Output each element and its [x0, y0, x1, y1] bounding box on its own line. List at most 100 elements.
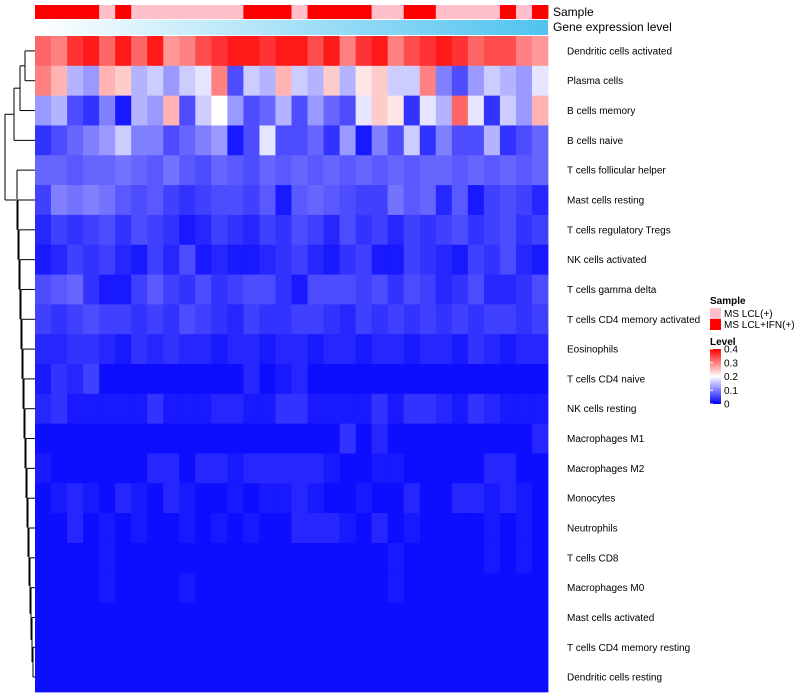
row-label: T cells follicular helper [567, 166, 666, 177]
sample-legend-title: Sample [710, 296, 746, 307]
heatmap-cell [435, 36, 453, 67]
heatmap-cell [291, 274, 308, 305]
heatmap-cell [227, 542, 244, 574]
row-label: Dendritic cells resting [567, 673, 662, 684]
heatmap-cell [147, 274, 164, 305]
heatmap-cell [435, 513, 453, 544]
heatmap-cell [51, 453, 68, 484]
heatmap-cell [83, 662, 100, 693]
heatmap-cell [51, 662, 68, 693]
heatmap-cell [275, 155, 292, 186]
heatmap-cell [451, 364, 469, 395]
heatmap-cell [131, 244, 148, 275]
heatmap-cell [99, 572, 116, 603]
heatmap-cell [307, 662, 324, 693]
heatmap-cell [451, 36, 469, 67]
heatmap-cell [227, 125, 244, 156]
sample-annotation-bar [35, 5, 549, 19]
heatmap-cell [531, 334, 549, 365]
heatmap-cell [99, 155, 116, 186]
heatmap-cell [499, 513, 517, 544]
heatmap-cell [147, 155, 164, 186]
heatmap-cell [227, 423, 244, 454]
heatmap-cell [35, 274, 52, 305]
heatmap-cell [499, 95, 517, 126]
heatmap-cell [83, 393, 100, 425]
heatmap-cell [99, 214, 116, 246]
heatmap-cell [307, 185, 324, 216]
heatmap-cell [227, 513, 244, 544]
heatmap-cell [35, 214, 52, 246]
heatmap-cell [243, 274, 260, 305]
heatmap-cell [67, 453, 84, 484]
heatmap-cell [259, 542, 276, 574]
heatmap-cell [275, 632, 292, 663]
heatmap-cell [483, 662, 501, 693]
heatmap-cell [499, 453, 517, 484]
heatmap-cell [403, 334, 421, 365]
heatmap-cell [307, 36, 324, 67]
heatmap-cell [339, 214, 357, 246]
heatmap-cell [451, 632, 469, 663]
heatmap-cell [211, 513, 228, 544]
heatmap-cell [179, 393, 196, 425]
heatmap-cell [339, 423, 357, 454]
heatmap-cell [339, 65, 357, 97]
heatmap-cell [483, 632, 501, 663]
heatmap-cell [499, 304, 517, 335]
heatmap-cell [227, 602, 244, 633]
heatmap-cell [483, 155, 501, 186]
heatmap-cell [387, 542, 405, 574]
heatmap-cell [195, 393, 212, 425]
heatmap-cell [291, 483, 308, 514]
heatmap-cell [163, 423, 180, 454]
heatmap-cell [259, 423, 276, 454]
heatmap-cell [499, 423, 517, 454]
heatmap-cell [499, 364, 517, 395]
heatmap-cell [371, 662, 389, 693]
heatmap-cell [291, 185, 308, 216]
heatmap-cell [307, 453, 324, 484]
heatmap-cell [323, 632, 340, 663]
heatmap-cell [419, 65, 437, 97]
heatmap-cell [115, 364, 132, 395]
heatmap-cell [483, 542, 501, 574]
sample-annotation-cell [275, 5, 292, 19]
heatmap-cell [243, 334, 260, 365]
heatmap-cell [275, 125, 292, 156]
heatmap-cell [67, 423, 84, 454]
heatmap-cell [243, 36, 260, 67]
heatmap-cell [467, 453, 485, 484]
heatmap-cell [371, 453, 389, 484]
heatmap-cell [163, 95, 180, 126]
heatmap-cell [307, 65, 324, 97]
heatmap-cell [115, 483, 132, 514]
heatmap-cell [355, 572, 373, 603]
heatmap-cell [131, 214, 148, 246]
heatmap-cell [483, 95, 501, 126]
heatmap-cell [323, 36, 340, 67]
heatmap-cell [243, 364, 260, 395]
heatmap-cell [163, 364, 180, 395]
heatmap-cell [275, 483, 292, 514]
heatmap-cell [35, 423, 52, 454]
heatmap-cell [51, 244, 68, 275]
row-label: T cells CD4 memory resting [567, 643, 690, 654]
heatmap-cell [419, 95, 437, 126]
heatmap-cell [227, 244, 244, 275]
heatmap-cell [179, 662, 196, 693]
heatmap-cell [403, 214, 421, 246]
heatmap-cell [499, 542, 517, 574]
heatmap-cell [99, 602, 116, 633]
heatmap-cell [243, 542, 260, 574]
row-label: T cells gamma delta [567, 285, 657, 296]
heatmap-cell [131, 155, 148, 186]
heatmap-cell [403, 125, 421, 156]
row-label: Mast cells activated [567, 613, 654, 624]
heatmap-cell [515, 602, 533, 633]
sample-annotation-cell [467, 5, 485, 19]
heatmap-cell [99, 95, 116, 126]
heatmap-cell [435, 95, 453, 126]
heatmap-cell [403, 572, 421, 603]
heatmap-cell [467, 155, 485, 186]
